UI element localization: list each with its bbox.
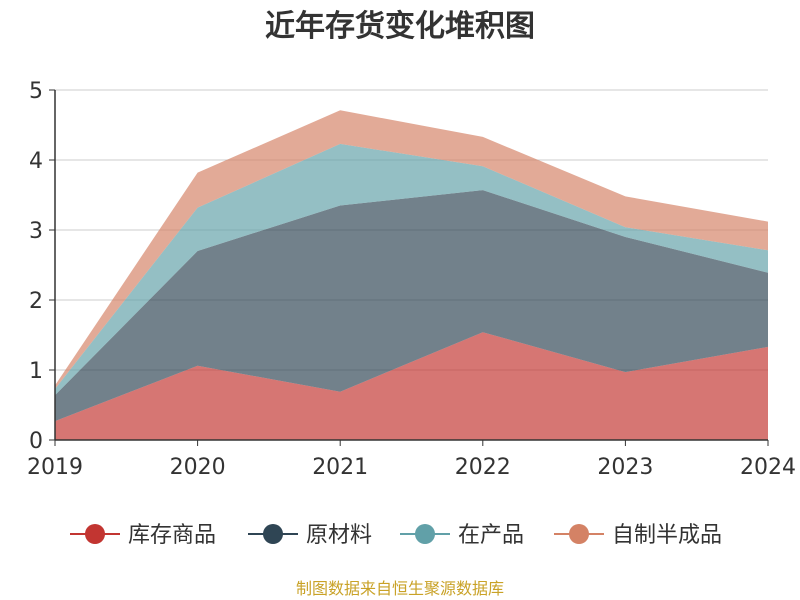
x-tick-label: 2022 <box>455 455 511 480</box>
area-原材料 <box>55 190 768 422</box>
legend-label: 原材料 <box>306 523 372 548</box>
x-tick-label: 2019 <box>27 455 83 480</box>
area-在产品 <box>55 143 768 396</box>
x-tick-label: 2021 <box>312 455 368 480</box>
legend-item-自制半成品[interactable]: 自制半成品 <box>554 523 722 548</box>
y-tick-label: 2 <box>29 289 43 314</box>
y-tick-label: 5 <box>29 79 43 104</box>
y-tick-label: 3 <box>29 219 43 244</box>
legend-item-在产品[interactable]: 在产品 <box>400 523 524 548</box>
legend-marker <box>263 524 283 544</box>
legend-item-库存商品[interactable]: 库存商品 <box>70 523 216 548</box>
x-tick-label: 2020 <box>170 455 226 480</box>
chart-title: 近年存货变化堆积图 <box>265 9 535 44</box>
legend-label: 自制半成品 <box>612 523 722 548</box>
legend-marker <box>415 524 435 544</box>
legend-label: 在产品 <box>458 523 524 548</box>
y-tick-label: 1 <box>29 359 43 384</box>
legend-label: 库存商品 <box>128 523 216 548</box>
y-tick-label: 0 <box>29 429 43 454</box>
legend-marker <box>85 524 105 544</box>
source-note: 制图数据来自恒生聚源数据库 <box>296 579 504 598</box>
area-库存商品 <box>55 332 768 440</box>
area-自制半成品 <box>55 110 768 389</box>
y-tick-label: 4 <box>29 149 43 174</box>
x-tick-label: 2023 <box>597 455 653 480</box>
legend-marker <box>569 524 589 544</box>
series-areas <box>55 110 768 440</box>
legend-item-原材料[interactable]: 原材料 <box>248 523 372 548</box>
x-tick-label: 2024 <box>740 455 796 480</box>
legend[interactable]: 库存商品 原材料 在产品 自制半成品 <box>70 523 722 548</box>
axes: 0 1 2 3 4 5 2019 2020 2021 2022 2023 2024 <box>27 79 796 480</box>
